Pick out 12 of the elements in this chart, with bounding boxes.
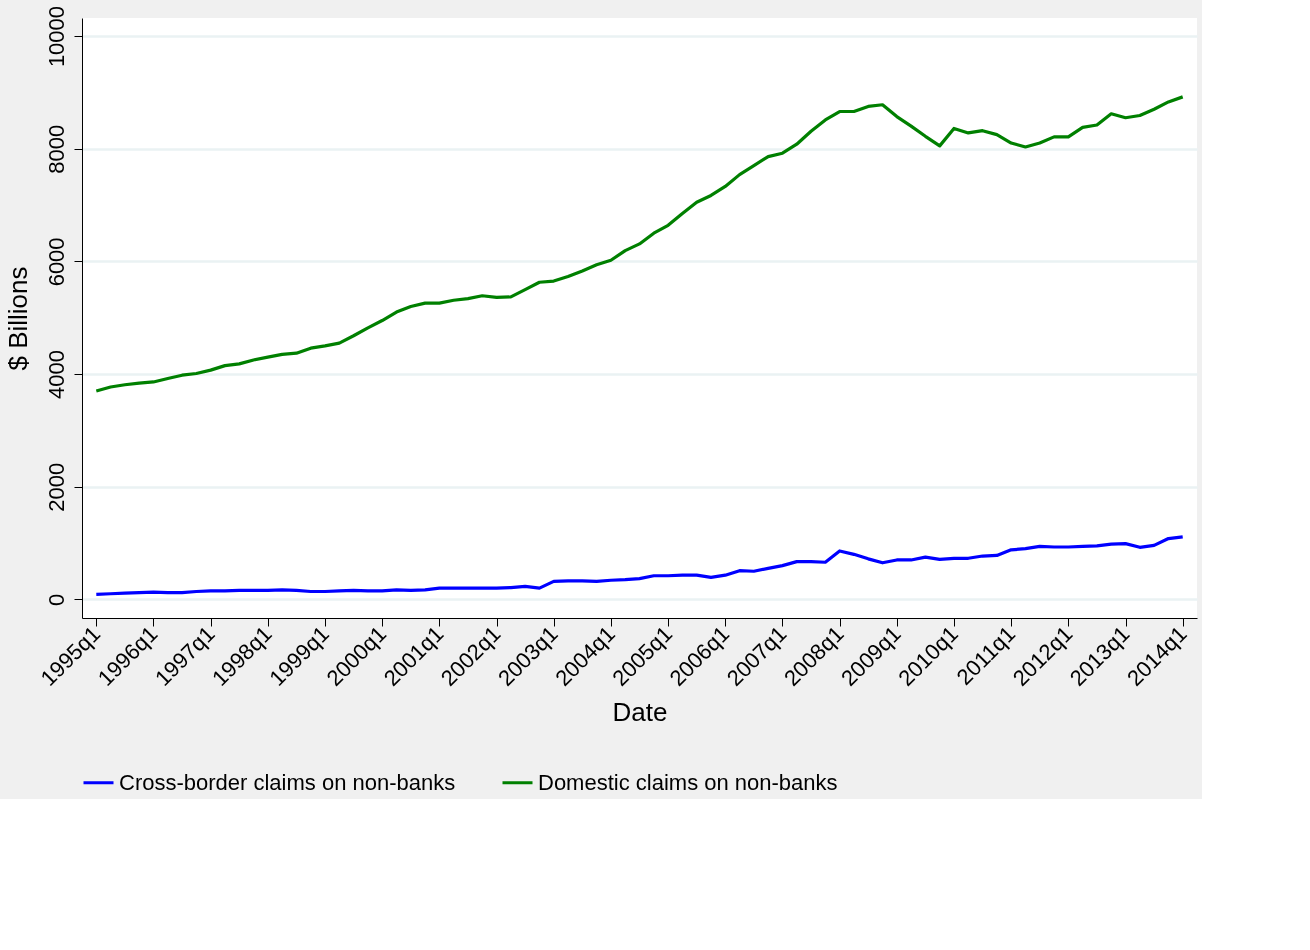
y-tick-label: 6000 bbox=[43, 237, 69, 287]
line-series bbox=[94, 535, 1185, 596]
y-tick-label: 0 bbox=[43, 593, 69, 607]
y-tick-label: 10000 bbox=[43, 5, 69, 68]
y-axis-title: $ Billions bbox=[2, 266, 33, 371]
legend-label: Cross-border claims on non-banks bbox=[119, 769, 456, 795]
y-tick-label: 2000 bbox=[43, 462, 69, 512]
y-tick-label: 4000 bbox=[43, 350, 69, 400]
legend-label: Domestic claims on non-banks bbox=[538, 769, 838, 795]
y-tick-label: 8000 bbox=[43, 124, 69, 174]
line-series bbox=[94, 95, 1185, 393]
x-axis-title: Date bbox=[612, 697, 668, 728]
